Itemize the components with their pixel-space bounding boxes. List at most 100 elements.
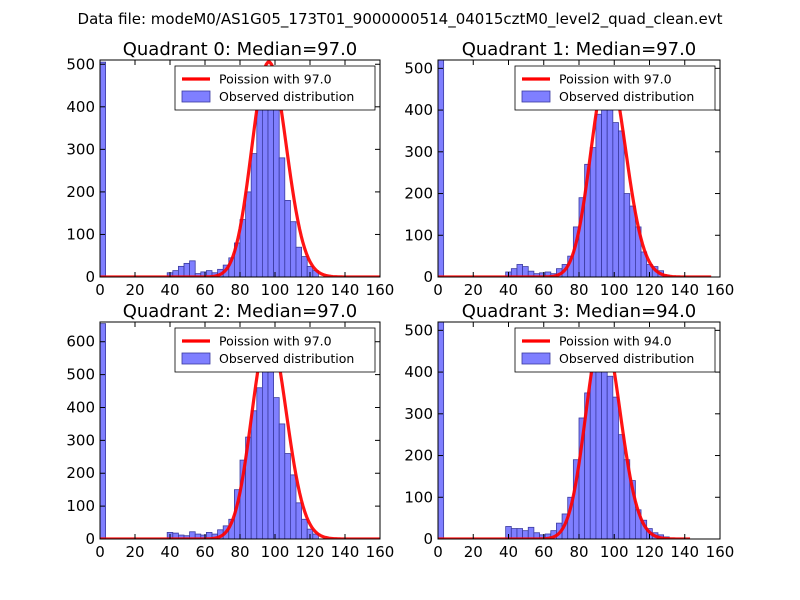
quadrant-0-x-tick-label: 80 — [230, 281, 249, 299]
quadrant-2-y-tick-label: 400 — [66, 398, 95, 416]
quadrant-0-legend-box — [174, 65, 376, 111]
quadrant-3-y-tick-label: 400 — [404, 363, 433, 381]
quadrant-0-bar — [278, 157, 286, 277]
quadrant-2-bar — [301, 518, 308, 539]
quadrant-0-panel: 0 20 40 60 80 100 120 140 160 0 100 200 300 400 500 Qua… — [66, 39, 394, 299]
quadrant-0-bar — [301, 256, 308, 277]
quadrant-2-bar — [284, 453, 291, 539]
quadrant-1-y-tick-label: 300 — [404, 143, 433, 161]
quadrant-0-x-tick-label: 160 — [366, 281, 395, 299]
quadrant-2-bar — [289, 474, 297, 539]
quadrant-3-bar — [618, 434, 625, 539]
figure-suptitle: Data file: modeM0/AS1G05_173T01_90000005… — [78, 10, 723, 29]
quadrant-3-y-tick-label: 300 — [404, 405, 433, 423]
quadrant-0-bar — [284, 200, 291, 277]
quadrant-2-y-tick-label: 0 — [85, 530, 95, 548]
quadrant-2-x-tick-label: 120 — [296, 543, 325, 561]
quadrant-2-panel: 0 20 40 60 80 100 120 140 160 0 100 200 300 400 500 600… — [66, 301, 394, 561]
quadrant-2-x-tick-label: 20 — [125, 543, 144, 561]
quadrant-0-y-tick-label: 0 — [85, 268, 95, 286]
quadrant-2-bar — [278, 423, 286, 539]
quadrant-2-legend-observed-swatch — [181, 352, 211, 365]
quadrant-2-bar — [256, 387, 263, 539]
quadrant-2-x-tick-label: 100 — [261, 543, 290, 561]
quadrant-0-legend-observed-swatch — [181, 90, 211, 103]
quadrant-3-y-tick-label: 500 — [404, 321, 433, 339]
quadrant-3-panel: 0 20 40 60 80 100 120 140 160 0 100 200 300 400 500 Qua… — [404, 301, 734, 561]
quadrant-0-y-tick-label: 500 — [66, 55, 95, 73]
quadrant-2-bar — [273, 397, 280, 539]
quadrant-1-x-tick-label: 120 — [635, 281, 664, 299]
quadrant-0-bar — [183, 262, 190, 277]
quadrant-1-legend-observed-swatch — [521, 90, 551, 103]
quadrant-1-bar — [438, 60, 445, 277]
quadrant-2-x-tick-label: 140 — [331, 543, 360, 561]
quadrant-0-x-tick-label: 0 — [95, 281, 105, 299]
quadrant-0-bar — [256, 106, 263, 277]
quadrant-1-legend-poisson-label: Poission with 97.0 — [559, 72, 672, 87]
quadrant-1-x-tick-label: 60 — [534, 281, 553, 299]
quadrant-2-y-tick-label: 600 — [66, 333, 95, 351]
quadrant-3-y-tick-label: 200 — [404, 447, 433, 465]
quadrant-2-x-tick-label: 0 — [95, 543, 105, 561]
quadrant-2-x-tick-label: 60 — [195, 543, 214, 561]
quadrant-0-bar — [100, 61, 106, 277]
quadrant-2-legend-observed-label: Observed distribution — [219, 351, 354, 366]
quadrant-3-y-tick-label: 100 — [404, 488, 433, 506]
quadrant-2-y-tick-label: 200 — [66, 464, 95, 482]
quadrant-3-legend-observed-label: Observed distribution — [559, 351, 694, 366]
quadrant-3-legend-box — [514, 327, 716, 373]
quadrant-3-legend-poisson-label: Poission with 94.0 — [559, 334, 672, 349]
quadrant-1-poisson-curve — [438, 66, 712, 277]
quadrant-3-x-tick-label: 60 — [534, 543, 553, 561]
quadrant-3-x-tick-label: 120 — [635, 543, 664, 561]
quadrant-2-bar — [295, 502, 302, 539]
quadrant-1-bar — [589, 147, 597, 277]
quadrant-1-y-tick-label: 100 — [404, 226, 433, 244]
quadrant-1-y-tick-label: 400 — [404, 101, 433, 119]
quadrant-3-x-tick-label: 20 — [464, 543, 483, 561]
quadrant-1-bar — [516, 264, 524, 277]
quadrant-3-x-tick-label: 140 — [670, 543, 699, 561]
quadrant-2-x-tick-label: 40 — [160, 543, 179, 561]
quadrant-1-x-tick-label: 40 — [499, 281, 518, 299]
quadrant-1-legend-observed-label: Observed distribution — [559, 89, 694, 104]
quadrant-2-y-tick-label: 300 — [66, 431, 95, 449]
quadrant-2-x-tick-label: 160 — [366, 543, 395, 561]
quadrant-1-y-tick-label: 500 — [404, 59, 433, 77]
quadrant-1-x-tick-label: 140 — [670, 281, 699, 299]
quadrant-3-x-tick-label: 160 — [706, 543, 735, 561]
quadrant-2-y-tick-label: 500 — [66, 366, 95, 384]
quadrant-3-x-tick-label: 100 — [600, 543, 629, 561]
quadrant-2-bar — [261, 344, 269, 539]
quadrant-1-legend-box — [514, 65, 716, 111]
quadrant-1-x-tick-label: 160 — [706, 281, 735, 299]
quadrant-1-y-tick-label: 200 — [404, 185, 433, 203]
quadrant-3-x-tick-label: 0 — [433, 543, 443, 561]
quadrant-0-x-tick-label: 20 — [125, 281, 144, 299]
quadrant-1-plot-content — [438, 60, 712, 277]
quadrant-0-bar — [273, 89, 280, 277]
quadrant-0-bar — [250, 153, 258, 277]
quadrant-3-bar — [438, 322, 445, 539]
quadrant-0-y-tick-label: 400 — [66, 98, 95, 116]
quadrant-3-bar — [527, 526, 535, 539]
quadrant-0-legend-poisson-label: Poission with 97.0 — [219, 72, 332, 87]
quadrant-0-y-tick-label: 300 — [66, 140, 95, 158]
quadrant-2-legend-box — [174, 327, 376, 373]
quadrant-3-x-tick-label: 80 — [569, 543, 588, 561]
quadrant-0-bar — [295, 246, 302, 277]
quadrant-1-title: Quadrant 1: Median=97.0 — [462, 39, 697, 60]
quadrant-1-x-tick-label: 0 — [433, 281, 443, 299]
quadrant-0-x-tick-label: 40 — [160, 281, 179, 299]
quadrant-2-legend-poisson-label: Poission with 97.0 — [219, 334, 332, 349]
quadrant-1-bar — [623, 193, 631, 277]
quadrant-2-y-tick-label: 100 — [66, 497, 95, 515]
quadrant-3-bar — [589, 367, 597, 539]
quadrant-3-bar — [606, 375, 614, 539]
quadrant-1-y-tick-label: 0 — [423, 268, 433, 286]
quadrant-1-panel: 0 20 40 60 80 100 120 140 160 0 100 200 300 400 500 Qua… — [404, 39, 734, 299]
quadrant-1-bar — [629, 205, 636, 277]
quadrant-2-title: Quadrant 2: Median=97.0 — [123, 301, 358, 322]
